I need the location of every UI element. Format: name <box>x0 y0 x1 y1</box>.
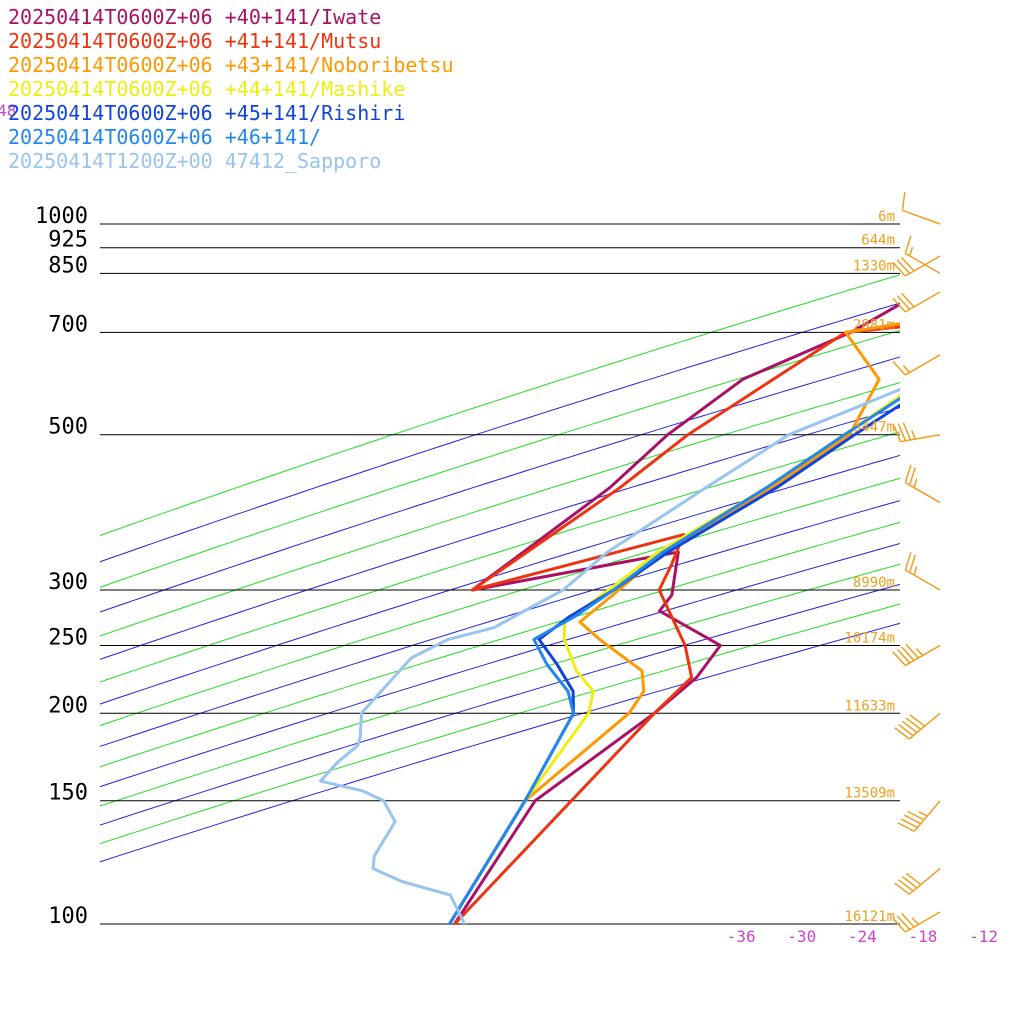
wind-barbs <box>892 191 941 933</box>
pressure-label: 200 <box>48 693 88 718</box>
isotherm-line <box>515 923 519 924</box>
dry-adiabat-line <box>100 521 900 768</box>
temperature-tick-label: -24 <box>848 927 877 946</box>
pressure-grid <box>100 223 900 925</box>
pressure-label: 300 <box>48 570 88 595</box>
dry-adiabat-line <box>100 274 900 537</box>
legend-entry: 20250414T0600Z+06 +43+141/Noboribetsu <box>8 53 454 77</box>
pressure-label: 150 <box>48 781 88 806</box>
isotherm-line <box>636 923 641 924</box>
sounding-line <box>453 325 900 924</box>
legend-entry: 20250414T1200Z+00 47412_Sapporo <box>8 149 381 173</box>
pressure-label: 100 <box>48 904 88 929</box>
dry-adiabat-line <box>100 563 900 807</box>
isotherm-line <box>212 923 216 924</box>
wind-barb <box>894 712 941 740</box>
pressure-label: 850 <box>48 253 88 278</box>
isotherm-line <box>878 923 883 924</box>
pressure-label: 500 <box>48 415 88 440</box>
wind-barb <box>892 291 941 313</box>
isotherm-line <box>647 924 1024 1024</box>
isotherm-line <box>394 923 398 924</box>
legend-entry: 20250414T0600Z+06 +46+141/ <box>8 125 321 149</box>
isotherm-line <box>333 923 338 924</box>
dry-adiabat-line <box>100 302 900 563</box>
pressure-label: 925 <box>48 228 88 253</box>
sounding-line <box>319 387 900 924</box>
isotherm-line <box>697 923 701 924</box>
pressure-label: 250 <box>48 625 88 650</box>
temperature-tick-label: -12 <box>969 927 998 946</box>
dry-adiabat-line <box>100 543 900 788</box>
isotherm-line <box>284 924 1004 1024</box>
sounding-line <box>448 322 900 924</box>
isotherm-top-label: -48 <box>0 101 16 120</box>
wind-barb <box>892 643 941 667</box>
height-label: 8990m <box>853 575 895 591</box>
sounding-line <box>448 396 900 924</box>
isotherm-line <box>0 924 34 1024</box>
height-label: 10174m <box>844 630 895 646</box>
wind-barb <box>892 422 941 443</box>
dry-adiabat-line <box>100 603 900 845</box>
legend: 20250414T0600Z+06 +40+141/Iwate20250414T… <box>8 5 454 173</box>
height-label: 644m <box>861 233 895 249</box>
dry-adiabat-line <box>100 500 900 747</box>
wind-barb <box>904 552 941 591</box>
dry-adiabat-line <box>100 583 900 826</box>
height-label: 11633m <box>844 698 895 714</box>
height-label: 6m <box>878 209 895 225</box>
dry-adiabat-line <box>100 622 900 863</box>
dry-adiabat-line <box>100 431 900 683</box>
height-label: 5447m <box>853 420 895 436</box>
legend-entry: 20250414T0600Z+06 +40+141/Iwate <box>8 5 381 29</box>
legend-entry: 20250414T0600Z+06 +41+141/Mutsu <box>8 29 381 53</box>
wind-barb <box>901 191 941 225</box>
pressure-label: 1000 <box>35 204 88 229</box>
sounding-series <box>319 302 900 924</box>
temperature-tick-label: -36 <box>727 927 756 946</box>
wind-barb <box>897 800 941 833</box>
isotherm-line <box>818 923 822 924</box>
legend-entry: 20250414T0600Z+06 +45+141/Rishiri <box>8 101 405 125</box>
isotherm-line <box>575 923 580 924</box>
height-label: 13509m <box>844 786 895 802</box>
dry-adiabat-line <box>100 407 900 660</box>
temperature-tick-label: -30 <box>787 927 816 946</box>
wind-barb <box>904 464 941 504</box>
dry-adiabat-line <box>100 477 900 727</box>
isotherm-line <box>454 923 459 924</box>
sounding-line <box>448 394 900 924</box>
wind-barb <box>904 235 941 275</box>
wind-barb <box>894 867 941 895</box>
sounding-line <box>453 302 900 924</box>
legend-entry: 20250414T0600Z+06 +44+141/Mashike <box>8 77 405 101</box>
isotherm-line <box>0 924 95 1024</box>
height-label: 2881m <box>853 317 895 333</box>
wind-barb <box>892 255 941 277</box>
isotherm-line <box>151 923 156 924</box>
isotherm-line <box>272 923 277 924</box>
height-label: 16121m <box>844 909 895 925</box>
pressure-label: 700 <box>48 312 88 337</box>
isotherm-line <box>526 924 1024 1024</box>
wind-barb <box>892 911 941 933</box>
temperature-tick-label: -18 <box>908 927 937 946</box>
dry-adiabat-line <box>100 329 900 588</box>
isotherm-line <box>757 923 762 924</box>
dry-adiabat-line <box>100 382 900 637</box>
height-label: 1330m <box>853 258 895 274</box>
wind-barb <box>892 354 941 376</box>
sounding-line <box>448 403 900 924</box>
isotherm-line <box>223 924 943 1024</box>
dry-adiabat-line <box>100 454 900 705</box>
